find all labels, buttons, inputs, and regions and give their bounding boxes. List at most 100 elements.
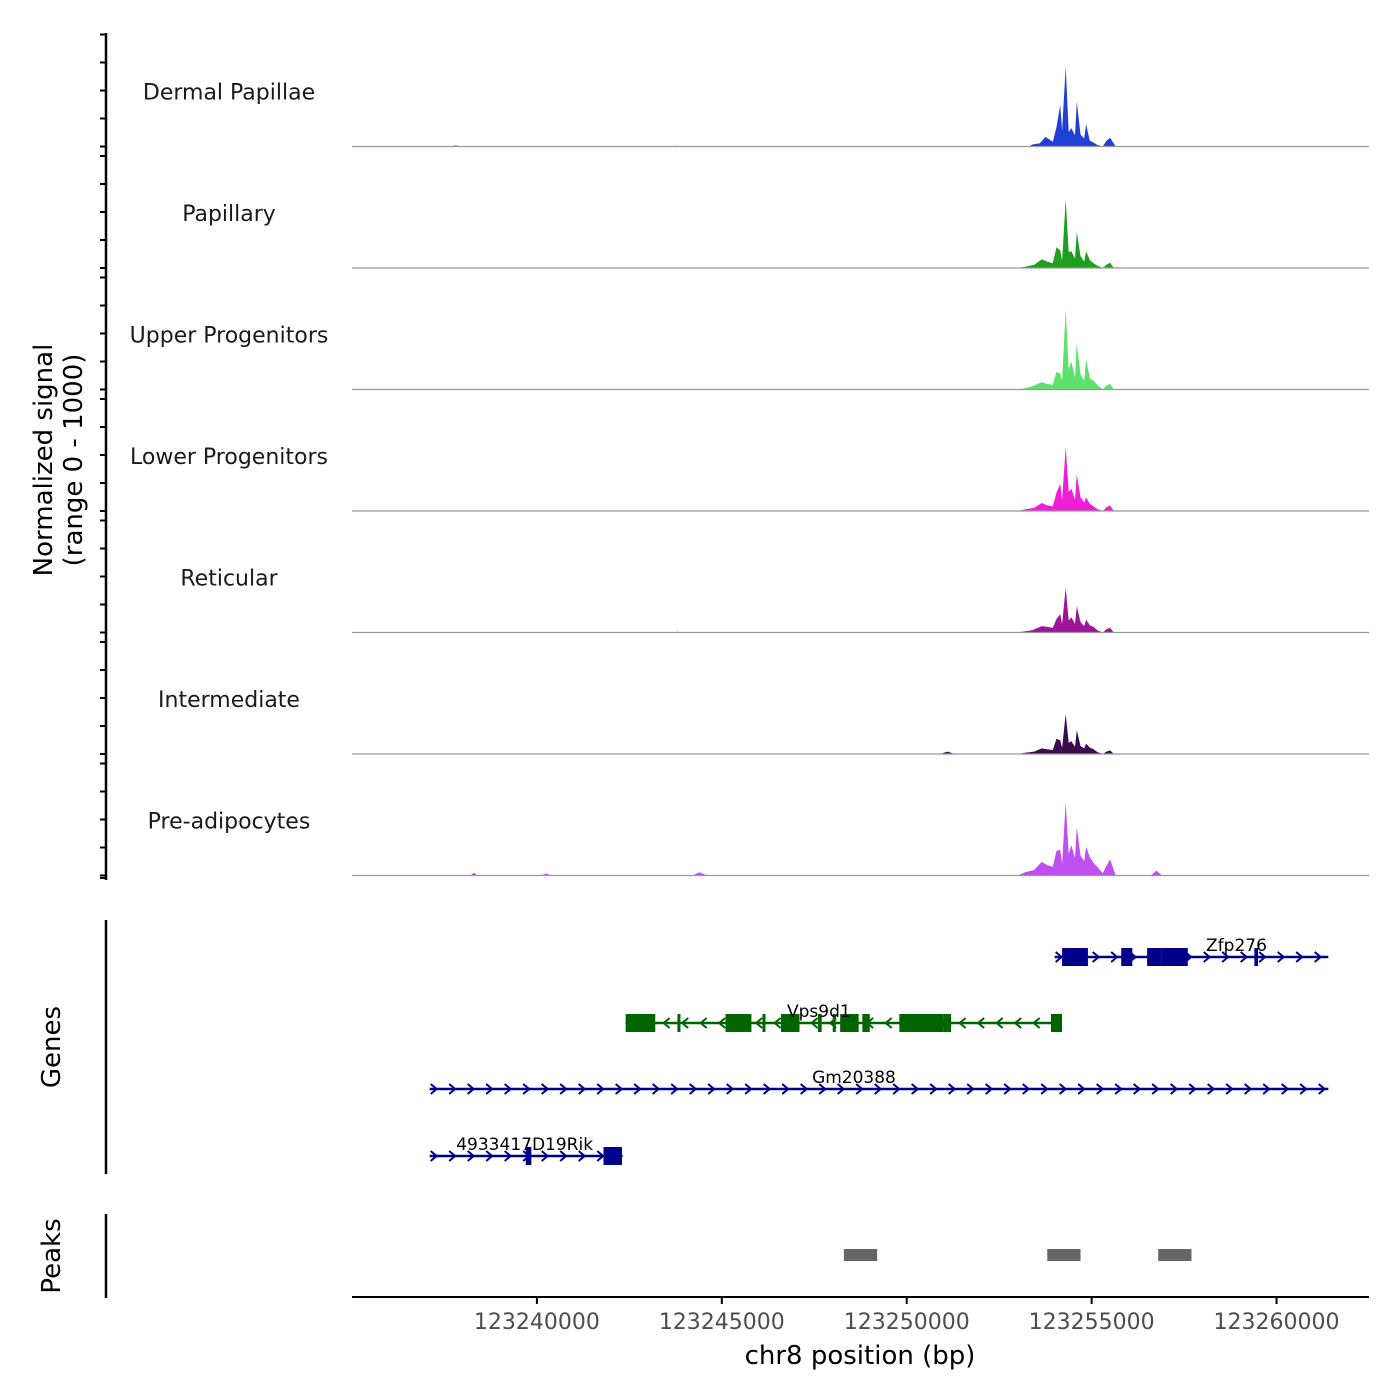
strand-arrow: [1277, 951, 1286, 963]
gene-exon: [862, 1014, 870, 1032]
gene-exon: [1121, 948, 1133, 966]
gene-label: Vps9d1: [787, 1002, 851, 1022]
strand-arrow: [578, 1150, 587, 1162]
x-axis-ticks: 123240000 123245000 123250000 123255000 1232…: [474, 1297, 1340, 1335]
gene-exon: [947, 1014, 952, 1032]
gene-exon: [762, 1014, 766, 1032]
gene-label: Gm20388: [812, 1068, 896, 1088]
gene-annotations: Zfp276 Vps9d1 Gm20388 4933417D19Rik: [429, 936, 1329, 1165]
gene-exon: [817, 1014, 822, 1032]
strand-arrow: [1314, 951, 1323, 963]
strand-arrow: [615, 1083, 624, 1095]
strand-arrow: [1133, 1083, 1142, 1095]
gene-exon: [625, 1014, 656, 1032]
track-label: Intermediate: [158, 688, 300, 713]
strand-arrow: [781, 1083, 790, 1095]
strand-arrow: [596, 1083, 605, 1095]
strand-arrow: [633, 1083, 642, 1095]
strand-arrow: [985, 1083, 994, 1095]
strand-arrow: [744, 1083, 753, 1095]
coverage-area: [352, 309, 1369, 390]
strand-arrow: [559, 1150, 568, 1162]
strand-arrow: [773, 1017, 782, 1029]
strand-arrow: [1151, 1083, 1160, 1095]
strand-arrow: [884, 1017, 893, 1029]
strand-arrow: [1244, 1083, 1253, 1095]
strand-arrow: [976, 1017, 985, 1029]
coverage-area: [352, 66, 1369, 147]
peak-regions: [843, 1249, 1192, 1261]
gene-exon: [525, 1147, 532, 1165]
strand-arrow: [726, 1083, 735, 1095]
gene-exon: [603, 1147, 622, 1165]
track-reticular: Reticular: [180, 567, 1369, 634]
strand-arrow: [689, 1083, 698, 1095]
track-label: Pre-adipocytes: [148, 810, 311, 835]
coverage-area: [352, 587, 1369, 633]
strand-arrow: [1013, 1017, 1022, 1029]
track-label: Lower Progenitors: [130, 445, 328, 470]
gene-zfp276: Zfp276: [1054, 936, 1329, 966]
strand-arrow: [1110, 951, 1119, 963]
strand-arrow: [929, 1083, 938, 1095]
genes-panel-label: Genes: [37, 1006, 67, 1088]
x-axis-label: chr8 position (bp): [745, 1341, 976, 1371]
strand-arrow: [662, 1017, 671, 1029]
track-papillary: Papillary: [182, 199, 1369, 269]
track-dermal-papillae: Dermal Papillae: [143, 66, 1369, 148]
track-label: Papillary: [182, 202, 276, 227]
strand-arrow: [1262, 1083, 1271, 1095]
strand-arrow: [485, 1083, 494, 1095]
signal-y-axis: [100, 33, 108, 880]
gene-label: Zfp276: [1206, 936, 1267, 956]
gene-exon: [840, 1014, 859, 1032]
gene-exon: [943, 1014, 948, 1032]
strand-arrow: [717, 1017, 726, 1029]
strand-arrow: [1188, 1083, 1197, 1095]
strand-arrow: [1240, 951, 1249, 963]
coverage-area: [352, 199, 1369, 268]
strand-arrow: [1281, 1083, 1290, 1095]
strand-arrow: [541, 1083, 550, 1095]
strand-arrow: [1318, 1083, 1327, 1095]
strand-arrow: [800, 1083, 809, 1095]
strand-arrow: [448, 1150, 457, 1162]
strand-arrow: [810, 1017, 819, 1029]
x-tick-label: 123245000: [659, 1310, 785, 1335]
strand-arrow: [1295, 951, 1304, 963]
strand-arrow: [652, 1083, 661, 1095]
gene-4933417d19rik: 4933417D19Rik: [429, 1135, 624, 1165]
peak-region: [1158, 1249, 1192, 1261]
x-tick-label: 123240000: [474, 1310, 600, 1335]
track-intermediate: Intermediate: [158, 688, 1369, 755]
strand-arrow: [1055, 951, 1064, 963]
strand-arrow: [754, 1017, 763, 1029]
strand-arrow: [1258, 951, 1267, 963]
coverage-area: [352, 801, 1369, 876]
gene-exon: [832, 1014, 836, 1032]
gene-label: 4933417D19Rik: [456, 1135, 593, 1155]
y-axis-label-line2: (range 0 - 1000): [59, 354, 89, 567]
strand-arrow: [958, 1017, 967, 1029]
strand-arrow: [892, 1083, 901, 1095]
strand-arrow: [911, 1083, 920, 1095]
strand-arrow: [485, 1150, 494, 1162]
strand-arrow: [578, 1083, 587, 1095]
gene-exon: [1254, 948, 1259, 966]
track-label: Dermal Papillae: [143, 81, 315, 106]
strand-arrow: [1170, 1083, 1179, 1095]
strand-arrow: [1299, 1083, 1308, 1095]
strand-arrow: [1114, 1083, 1123, 1095]
strand-arrow: [855, 1083, 864, 1095]
gene-exon: [899, 1014, 944, 1032]
strand-arrow: [1225, 1083, 1234, 1095]
strand-arrow: [448, 1083, 457, 1095]
strand-arrow: [818, 1083, 827, 1095]
gene-vps9d1: Vps9d1: [625, 1002, 1063, 1032]
peak-region: [843, 1249, 878, 1261]
track-label: Reticular: [180, 567, 278, 592]
strand-arrow: [1221, 951, 1230, 963]
gene-exon: [780, 1014, 800, 1032]
strand-arrow: [541, 1150, 550, 1162]
